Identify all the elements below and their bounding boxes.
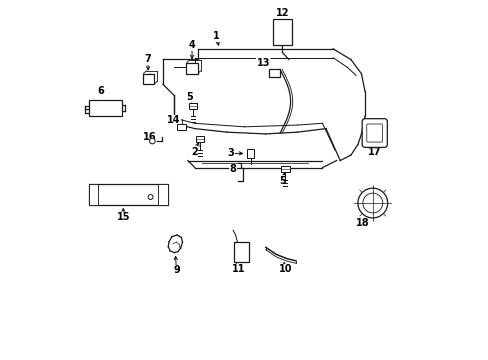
FancyBboxPatch shape — [88, 184, 98, 205]
FancyBboxPatch shape — [247, 149, 254, 158]
Text: 14: 14 — [166, 116, 180, 125]
Text: 6: 6 — [98, 86, 104, 96]
FancyBboxPatch shape — [88, 100, 122, 116]
Text: 4: 4 — [188, 40, 195, 50]
Text: 8: 8 — [229, 165, 236, 174]
FancyBboxPatch shape — [157, 184, 168, 205]
FancyBboxPatch shape — [269, 69, 279, 77]
Circle shape — [149, 138, 155, 144]
Text: 11: 11 — [231, 264, 244, 274]
Text: 3: 3 — [227, 148, 234, 158]
Text: 16: 16 — [142, 132, 156, 143]
FancyBboxPatch shape — [281, 166, 289, 172]
FancyBboxPatch shape — [143, 74, 154, 84]
Text: 15: 15 — [116, 212, 130, 222]
FancyBboxPatch shape — [188, 103, 197, 109]
Text: 10: 10 — [278, 264, 291, 274]
FancyBboxPatch shape — [272, 19, 292, 45]
Text: 12: 12 — [275, 8, 288, 18]
Text: 2: 2 — [191, 147, 198, 157]
Text: 5: 5 — [186, 92, 193, 102]
FancyBboxPatch shape — [233, 242, 248, 261]
Circle shape — [148, 194, 153, 199]
Text: 1: 1 — [212, 31, 219, 41]
FancyBboxPatch shape — [88, 184, 168, 205]
Text: 17: 17 — [367, 147, 381, 157]
Text: 18: 18 — [356, 217, 369, 228]
Text: 13: 13 — [256, 58, 269, 68]
FancyBboxPatch shape — [177, 124, 185, 130]
FancyBboxPatch shape — [366, 124, 382, 142]
FancyBboxPatch shape — [186, 63, 197, 74]
Circle shape — [357, 188, 387, 218]
Text: 9: 9 — [173, 265, 180, 275]
Text: 7: 7 — [144, 54, 151, 64]
Circle shape — [362, 193, 382, 213]
FancyBboxPatch shape — [362, 119, 386, 147]
FancyBboxPatch shape — [196, 136, 204, 142]
Text: 5: 5 — [279, 176, 285, 186]
